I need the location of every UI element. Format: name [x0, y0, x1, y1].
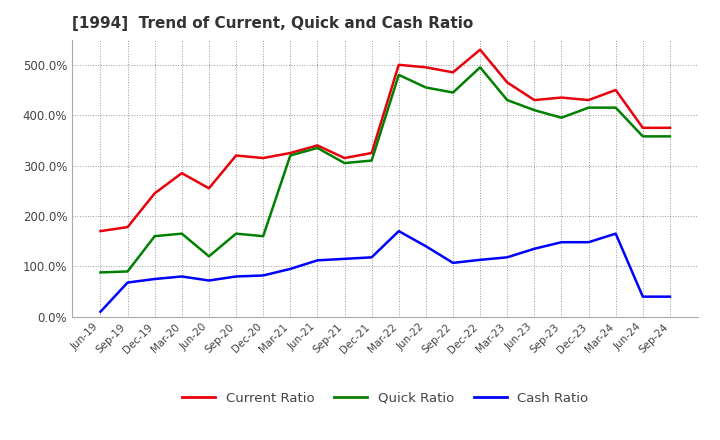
- Current Ratio: [503, 80, 511, 85]
- Cash Ratio: [204, 278, 213, 283]
- Current Ratio: [150, 191, 159, 196]
- Cash Ratio: [367, 255, 376, 260]
- Quick Ratio: [557, 115, 566, 121]
- Cash Ratio: [395, 228, 403, 234]
- Cash Ratio: [584, 239, 593, 245]
- Current Ratio: [123, 224, 132, 230]
- Cash Ratio: [503, 255, 511, 260]
- Cash Ratio: [123, 280, 132, 285]
- Cash Ratio: [150, 276, 159, 282]
- Cash Ratio: [449, 260, 457, 265]
- Cash Ratio: [557, 239, 566, 245]
- Quick Ratio: [341, 161, 349, 166]
- Current Ratio: [367, 150, 376, 156]
- Current Ratio: [395, 62, 403, 67]
- Quick Ratio: [232, 231, 240, 236]
- Cash Ratio: [665, 294, 674, 299]
- Current Ratio: [421, 65, 430, 70]
- Quick Ratio: [530, 107, 539, 113]
- Quick Ratio: [503, 97, 511, 103]
- Cash Ratio: [530, 246, 539, 251]
- Cash Ratio: [232, 274, 240, 279]
- Line: Quick Ratio: Quick Ratio: [101, 67, 670, 272]
- Quick Ratio: [178, 231, 186, 236]
- Line: Current Ratio: Current Ratio: [101, 50, 670, 231]
- Cash Ratio: [341, 256, 349, 261]
- Current Ratio: [341, 155, 349, 161]
- Current Ratio: [178, 171, 186, 176]
- Quick Ratio: [367, 158, 376, 163]
- Cash Ratio: [639, 294, 647, 299]
- Cash Ratio: [313, 258, 322, 263]
- Quick Ratio: [204, 254, 213, 259]
- Cash Ratio: [421, 244, 430, 249]
- Quick Ratio: [286, 153, 294, 158]
- Current Ratio: [557, 95, 566, 100]
- Current Ratio: [96, 228, 105, 234]
- Quick Ratio: [150, 234, 159, 239]
- Legend: Current Ratio, Quick Ratio, Cash Ratio: Current Ratio, Quick Ratio, Cash Ratio: [177, 386, 593, 410]
- Quick Ratio: [584, 105, 593, 110]
- Quick Ratio: [123, 269, 132, 274]
- Current Ratio: [665, 125, 674, 130]
- Current Ratio: [530, 97, 539, 103]
- Line: Cash Ratio: Cash Ratio: [101, 231, 670, 312]
- Quick Ratio: [421, 85, 430, 90]
- Text: [1994]  Trend of Current, Quick and Cash Ratio: [1994] Trend of Current, Quick and Cash …: [72, 16, 473, 32]
- Current Ratio: [449, 70, 457, 75]
- Cash Ratio: [259, 273, 268, 278]
- Current Ratio: [204, 186, 213, 191]
- Cash Ratio: [286, 266, 294, 271]
- Current Ratio: [639, 125, 647, 130]
- Quick Ratio: [96, 270, 105, 275]
- Quick Ratio: [476, 65, 485, 70]
- Quick Ratio: [611, 105, 620, 110]
- Cash Ratio: [96, 309, 105, 315]
- Current Ratio: [611, 88, 620, 93]
- Current Ratio: [476, 47, 485, 52]
- Quick Ratio: [665, 134, 674, 139]
- Quick Ratio: [449, 90, 457, 95]
- Cash Ratio: [178, 274, 186, 279]
- Quick Ratio: [395, 72, 403, 77]
- Current Ratio: [313, 143, 322, 148]
- Current Ratio: [286, 150, 294, 156]
- Current Ratio: [232, 153, 240, 158]
- Cash Ratio: [611, 231, 620, 236]
- Quick Ratio: [639, 134, 647, 139]
- Quick Ratio: [259, 234, 268, 239]
- Quick Ratio: [313, 145, 322, 150]
- Current Ratio: [584, 97, 593, 103]
- Current Ratio: [259, 155, 268, 161]
- Cash Ratio: [476, 257, 485, 263]
